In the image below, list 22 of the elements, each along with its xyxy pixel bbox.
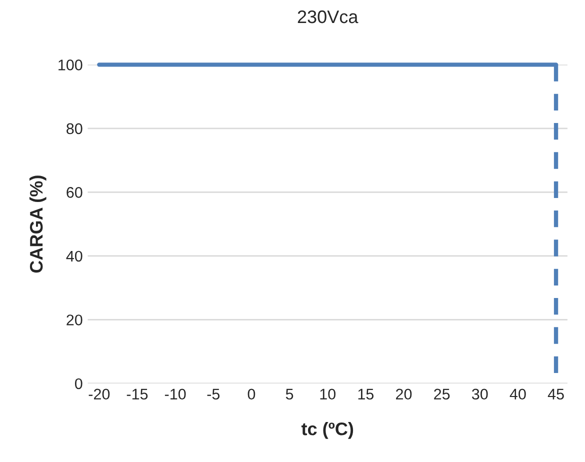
x-tick-label: 40 [510,388,526,400]
y-tick-label: 60 [66,187,82,198]
x-tick-label: 20 [396,388,412,400]
y-tick-label: 80 [66,123,82,134]
y-tick-label: 40 [66,250,82,262]
x-tick-label: -20 [88,388,110,400]
x-tick-label: 15 [358,388,374,400]
y-tick-label: 100 [58,60,82,70]
x-tick-label: 45 [548,388,564,400]
y-tick-label: 20 [66,314,82,326]
x-tick-label: 5 [286,388,294,400]
chart-title: 230Vca [298,10,358,24]
x-tick-label: -10 [164,388,186,400]
x-axis-title: tc (ºC) [301,422,354,439]
y-axis-title: CARGA (%) [29,176,46,273]
x-tick-label: 25 [434,388,450,400]
x-tick-label: -15 [126,388,148,400]
x-tick-label: 10 [320,388,336,400]
x-tick-label: -5 [207,388,220,400]
x-tick-label: 30 [472,388,488,400]
y-tick-label: 0 [74,378,82,390]
x-tick-label: 0 [248,388,256,400]
